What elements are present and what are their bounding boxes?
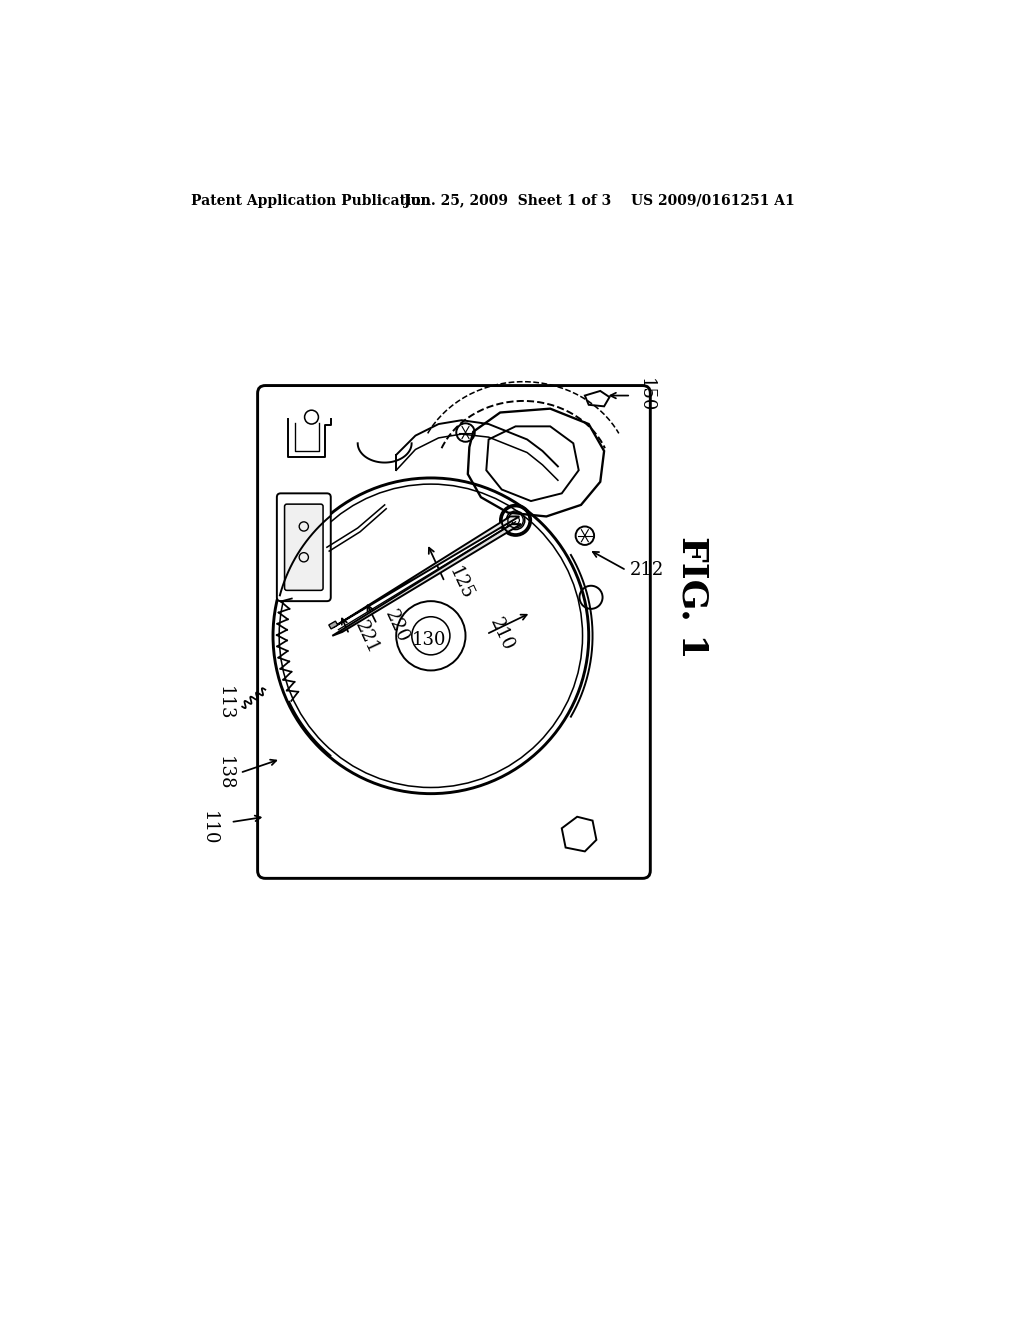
Text: 110: 110 <box>200 810 218 846</box>
Polygon shape <box>333 516 519 627</box>
Text: 113: 113 <box>215 686 233 721</box>
Text: 150: 150 <box>637 379 655 413</box>
Text: 220: 220 <box>381 607 412 645</box>
FancyBboxPatch shape <box>276 494 331 601</box>
Text: 130: 130 <box>412 631 446 648</box>
Text: FIG. 1: FIG. 1 <box>676 536 710 659</box>
Text: Patent Application Publication: Patent Application Publication <box>190 194 430 207</box>
Bar <box>329 622 338 628</box>
FancyBboxPatch shape <box>285 504 323 590</box>
FancyBboxPatch shape <box>258 385 650 878</box>
Text: US 2009/0161251 A1: US 2009/0161251 A1 <box>631 194 795 207</box>
Text: Jun. 25, 2009  Sheet 1 of 3: Jun. 25, 2009 Sheet 1 of 3 <box>403 194 611 207</box>
Text: 210: 210 <box>486 615 517 653</box>
Text: 212: 212 <box>630 561 664 579</box>
Polygon shape <box>333 524 521 636</box>
Text: 125: 125 <box>444 564 475 603</box>
Text: 138: 138 <box>215 755 233 791</box>
Text: 221: 221 <box>351 618 382 656</box>
